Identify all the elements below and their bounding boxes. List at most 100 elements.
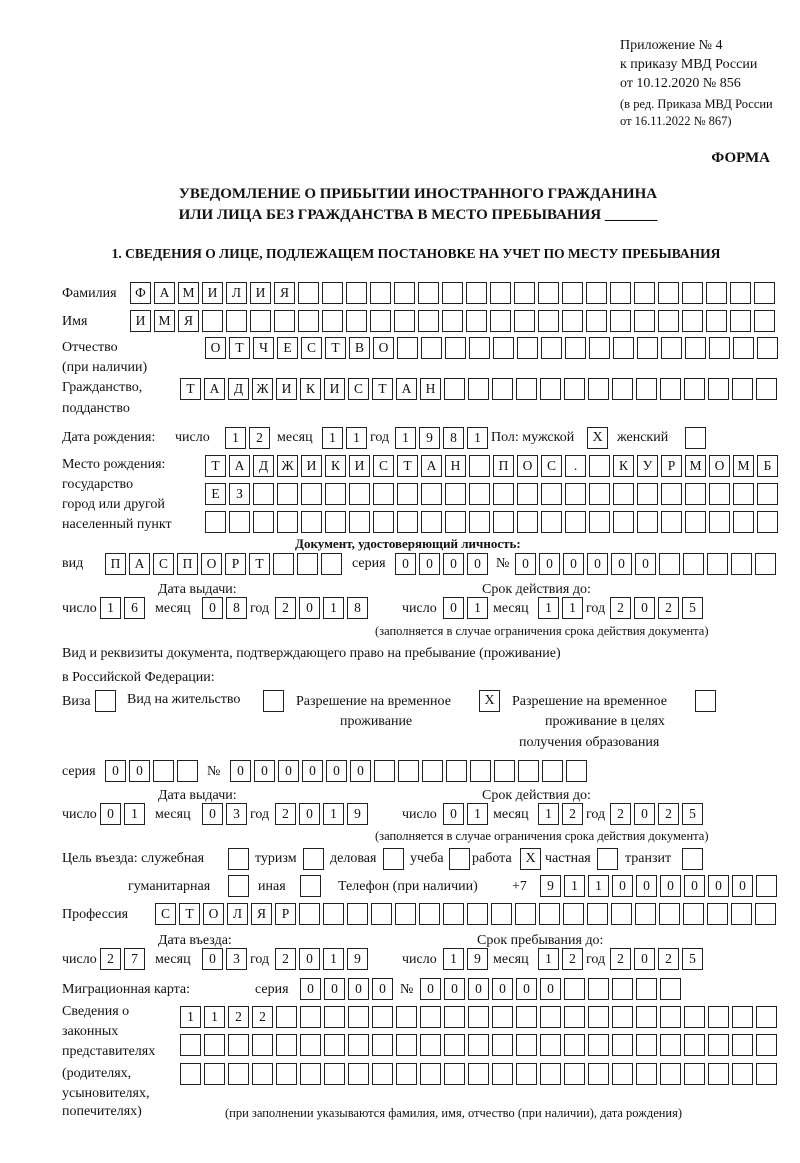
char-cell[interactable]	[732, 1034, 753, 1056]
char-cell[interactable]	[300, 1034, 321, 1056]
char-cell[interactable]	[372, 1006, 393, 1028]
char-cell[interactable]	[397, 337, 418, 359]
char-cell[interactable]: 0	[660, 875, 681, 897]
char-cell[interactable]	[589, 455, 610, 477]
char-cell[interactable]: 5	[682, 803, 703, 825]
char-cell[interactable]: Л	[226, 282, 247, 304]
char-cell[interactable]	[445, 337, 466, 359]
char-cell[interactable]	[493, 511, 514, 533]
char-cell[interactable]	[708, 1034, 729, 1056]
char-cell[interactable]: 0	[372, 978, 393, 1000]
char-cell[interactable]: 2	[275, 948, 296, 970]
char-cell[interactable]	[756, 1063, 777, 1085]
char-cell[interactable]: 1	[225, 427, 246, 449]
char-cell[interactable]	[518, 760, 539, 782]
char-cell[interactable]	[586, 310, 607, 332]
char-cell[interactable]: А	[154, 282, 175, 304]
char-cell[interactable]: О	[201, 553, 222, 575]
char-cell[interactable]: 0	[395, 553, 416, 575]
char-cell[interactable]	[298, 282, 319, 304]
char-cell[interactable]	[348, 1063, 369, 1085]
char-cell[interactable]: Я	[178, 310, 199, 332]
char-cell[interactable]: 0	[230, 760, 251, 782]
char-cell[interactable]: Р	[661, 455, 682, 477]
char-cell[interactable]: 1	[323, 803, 344, 825]
char-cell[interactable]	[492, 1063, 513, 1085]
char-cell[interactable]	[733, 337, 754, 359]
char-cell[interactable]	[684, 1006, 705, 1028]
char-cell[interactable]: Н	[420, 378, 441, 400]
char-cell[interactable]	[755, 553, 776, 575]
char-cell[interactable]	[469, 337, 490, 359]
purpose-other-checkbox[interactable]	[300, 875, 321, 897]
char-cell[interactable]: 0	[299, 948, 320, 970]
char-cell[interactable]	[540, 1006, 561, 1028]
char-cell[interactable]	[660, 978, 681, 1000]
char-cell[interactable]	[562, 310, 583, 332]
purpose-study-checkbox[interactable]	[449, 848, 470, 870]
char-cell[interactable]	[444, 378, 465, 400]
char-cell[interactable]: Б	[757, 455, 778, 477]
char-cell[interactable]: Т	[205, 455, 226, 477]
char-cell[interactable]	[586, 282, 607, 304]
char-cell[interactable]: М	[685, 455, 706, 477]
char-cell[interactable]	[325, 483, 346, 505]
char-cell[interactable]	[322, 282, 343, 304]
char-cell[interactable]: А	[396, 378, 417, 400]
char-cell[interactable]: 1	[395, 427, 416, 449]
char-cell[interactable]	[613, 511, 634, 533]
char-cell[interactable]: 6	[124, 597, 145, 619]
char-cell[interactable]	[205, 511, 226, 533]
char-cell[interactable]	[348, 1034, 369, 1056]
char-cell[interactable]	[177, 760, 198, 782]
char-cell[interactable]	[469, 483, 490, 505]
sex-male-checkbox[interactable]: X	[587, 427, 608, 449]
char-cell[interactable]	[228, 1034, 249, 1056]
char-cell[interactable]: 0	[299, 597, 320, 619]
char-cell[interactable]: 0	[611, 553, 632, 575]
char-cell[interactable]	[708, 1063, 729, 1085]
char-cell[interactable]	[565, 483, 586, 505]
purpose-humanitarian-checkbox[interactable]	[228, 875, 249, 897]
char-cell[interactable]: 2	[610, 597, 631, 619]
char-cell[interactable]: 1	[323, 948, 344, 970]
char-cell[interactable]: .	[565, 455, 586, 477]
char-cell[interactable]	[610, 310, 631, 332]
char-cell[interactable]	[516, 378, 537, 400]
char-cell[interactable]	[419, 903, 440, 925]
char-cell[interactable]: 0	[492, 978, 513, 1000]
char-cell[interactable]: О	[517, 455, 538, 477]
char-cell[interactable]: Ч	[253, 337, 274, 359]
char-cell[interactable]	[707, 553, 728, 575]
char-cell[interactable]	[517, 337, 538, 359]
char-cell[interactable]	[372, 1063, 393, 1085]
char-cell[interactable]	[588, 1006, 609, 1028]
char-cell[interactable]	[422, 760, 443, 782]
char-cell[interactable]: 9	[347, 803, 368, 825]
char-cell[interactable]: 1	[180, 1006, 201, 1028]
char-cell[interactable]	[636, 1006, 657, 1028]
char-cell[interactable]	[709, 337, 730, 359]
char-cell[interactable]	[732, 378, 753, 400]
char-cell[interactable]	[253, 483, 274, 505]
char-cell[interactable]: Т	[180, 378, 201, 400]
char-cell[interactable]: И	[250, 282, 271, 304]
char-cell[interactable]: 1	[562, 597, 583, 619]
char-cell[interactable]	[540, 378, 561, 400]
char-cell[interactable]	[634, 310, 655, 332]
char-cell[interactable]	[516, 1034, 537, 1056]
char-cell[interactable]	[397, 483, 418, 505]
char-cell[interactable]	[301, 483, 322, 505]
char-cell[interactable]	[589, 483, 610, 505]
char-cell[interactable]	[613, 337, 634, 359]
char-cell[interactable]: 2	[249, 427, 270, 449]
char-cell[interactable]	[754, 310, 775, 332]
char-cell[interactable]: 1	[443, 948, 464, 970]
char-cell[interactable]: 0	[326, 760, 347, 782]
char-cell[interactable]	[468, 1006, 489, 1028]
char-cell[interactable]: 8	[347, 597, 368, 619]
char-cell[interactable]: 0	[635, 553, 656, 575]
char-cell[interactable]	[658, 310, 679, 332]
char-cell[interactable]	[756, 1034, 777, 1056]
char-cell[interactable]	[708, 1006, 729, 1028]
